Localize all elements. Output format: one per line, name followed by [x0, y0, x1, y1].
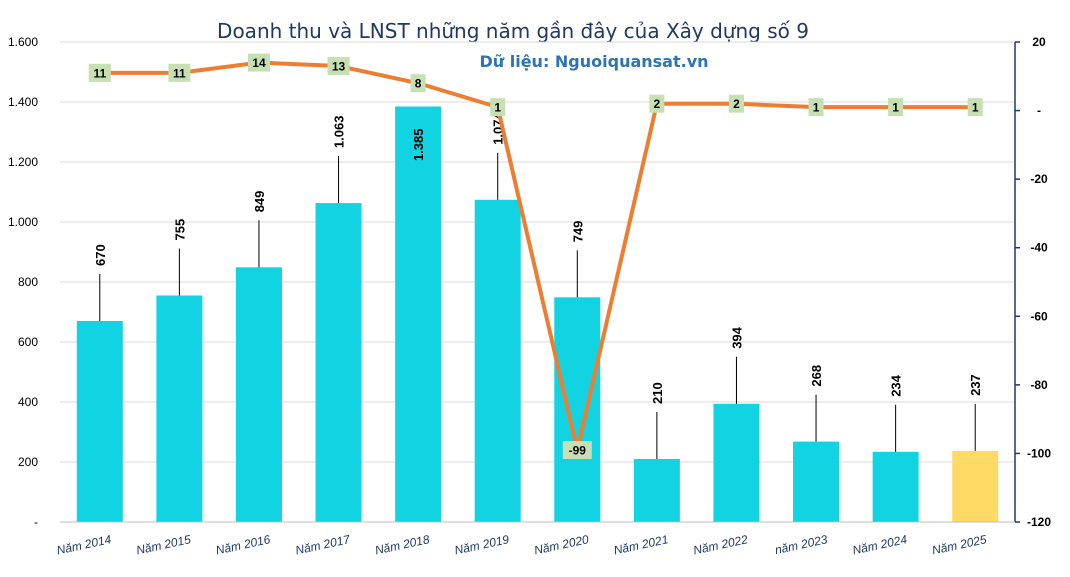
bar-series	[76, 106, 999, 523]
y-axis-left: - 200 400 600 800 1.000 1.200 1.400 1.600	[8, 35, 38, 529]
bar-label: 234	[889, 374, 904, 396]
bar-label: 849	[252, 191, 267, 213]
line-label-bg	[967, 98, 983, 117]
x-tick-label: Năm 2024	[851, 532, 908, 557]
line-series	[97, 60, 978, 452]
bar	[156, 295, 203, 522]
x-tick-label: Năm 2020	[533, 532, 590, 557]
x-tick-label: năm 2023	[774, 532, 829, 557]
bar	[315, 203, 362, 522]
bar	[793, 441, 840, 522]
line-label: 11	[173, 66, 186, 80]
y-left-tick-label: 1.600	[8, 35, 38, 49]
x-tick-label: Năm 2015	[135, 532, 192, 557]
bar	[395, 106, 442, 522]
x-axis: Năm 2014 Năm 2015 Năm 2016 Năm 2017 Năm 2018…	[55, 521, 1015, 557]
x-tick-label: Năm 2016	[215, 532, 272, 557]
line-label-bg	[649, 94, 665, 113]
x-tick-label: Năm 2014	[55, 532, 112, 557]
x-tick-label: Năm 2025	[931, 532, 988, 557]
bar-label: 749	[570, 221, 585, 243]
y-left-tick-label: 400	[18, 395, 38, 409]
chart-subtitle: Dữ liệu: Nguoiquansat.vn	[479, 52, 708, 71]
y-right-tick-label: -40	[1030, 241, 1048, 255]
line-label: -99	[569, 444, 587, 458]
bar	[633, 459, 680, 522]
bar-label: 210	[650, 382, 665, 404]
bar	[872, 451, 919, 522]
x-tick-label: Năm 2018	[374, 532, 431, 557]
y-left-tick-label: 800	[18, 275, 38, 289]
bar	[235, 267, 282, 522]
y-right-tick-label: -60	[1030, 309, 1048, 323]
y-left-tick-label: 1.400	[8, 95, 38, 109]
line-label: 8	[415, 77, 422, 91]
line-label: 13	[332, 60, 346, 74]
bar-label: 755	[172, 219, 187, 241]
bar-label: 1.063	[332, 116, 347, 149]
line-label-bg	[88, 63, 111, 82]
line-label: 1	[972, 101, 979, 115]
bar-label: 268	[809, 365, 824, 387]
bar	[76, 321, 123, 522]
line-label: 14	[252, 56, 266, 70]
line-label-bg	[562, 441, 592, 459]
y-right-tick-label: -120	[1027, 515, 1051, 529]
y-right-tick-label: -20	[1030, 172, 1048, 186]
bar	[713, 403, 760, 522]
x-tick-label: Năm 2021	[612, 532, 669, 557]
y-left-tick-label: 600	[18, 335, 38, 349]
bar-label: 670	[93, 244, 108, 266]
y-right-tick-label: -100	[1027, 446, 1051, 460]
bar	[554, 297, 601, 522]
line-label: 2	[654, 97, 661, 111]
y-right-tick-label: -80	[1030, 378, 1048, 392]
y-left-tick-label: 1.000	[8, 215, 38, 229]
bar-label: 237	[968, 374, 983, 396]
x-tick-label: Năm 2022	[692, 532, 749, 557]
line-label-bg	[888, 98, 904, 117]
y-right-tick-label: -	[1037, 104, 1041, 118]
line-label: 1	[892, 101, 899, 115]
chart-title: Doanh thu và LNST những năm gần đây của …	[217, 19, 809, 43]
bar	[952, 450, 999, 522]
line-label-bg	[728, 94, 744, 113]
y-left-tick-label: -	[34, 515, 38, 529]
line-label-bg	[327, 57, 350, 75]
bar-label: 394	[729, 326, 744, 348]
line-label-bg	[490, 98, 506, 117]
line-label-bg	[808, 98, 824, 117]
bar-label: 1.385	[411, 129, 426, 162]
line-label: 11	[93, 66, 106, 80]
y-right-tick-label: 20	[1032, 35, 1046, 49]
y-left-tick-label: 200	[18, 455, 38, 469]
line-path	[99, 60, 976, 452]
bar	[474, 199, 521, 523]
line-label: 1	[494, 101, 501, 115]
line-label-bg	[168, 63, 191, 82]
y-axis-right: -120-100-80-60-40-20-20	[1014, 35, 1051, 529]
line-label-bg	[247, 53, 270, 72]
line-label: 1	[813, 101, 820, 115]
line-label: 2	[733, 97, 740, 111]
x-tick-label: Năm 2019	[453, 532, 510, 557]
y-left-tick-label: 1.200	[8, 155, 38, 169]
line-label-bg	[410, 74, 426, 93]
x-tick-label: Năm 2017	[294, 532, 352, 557]
